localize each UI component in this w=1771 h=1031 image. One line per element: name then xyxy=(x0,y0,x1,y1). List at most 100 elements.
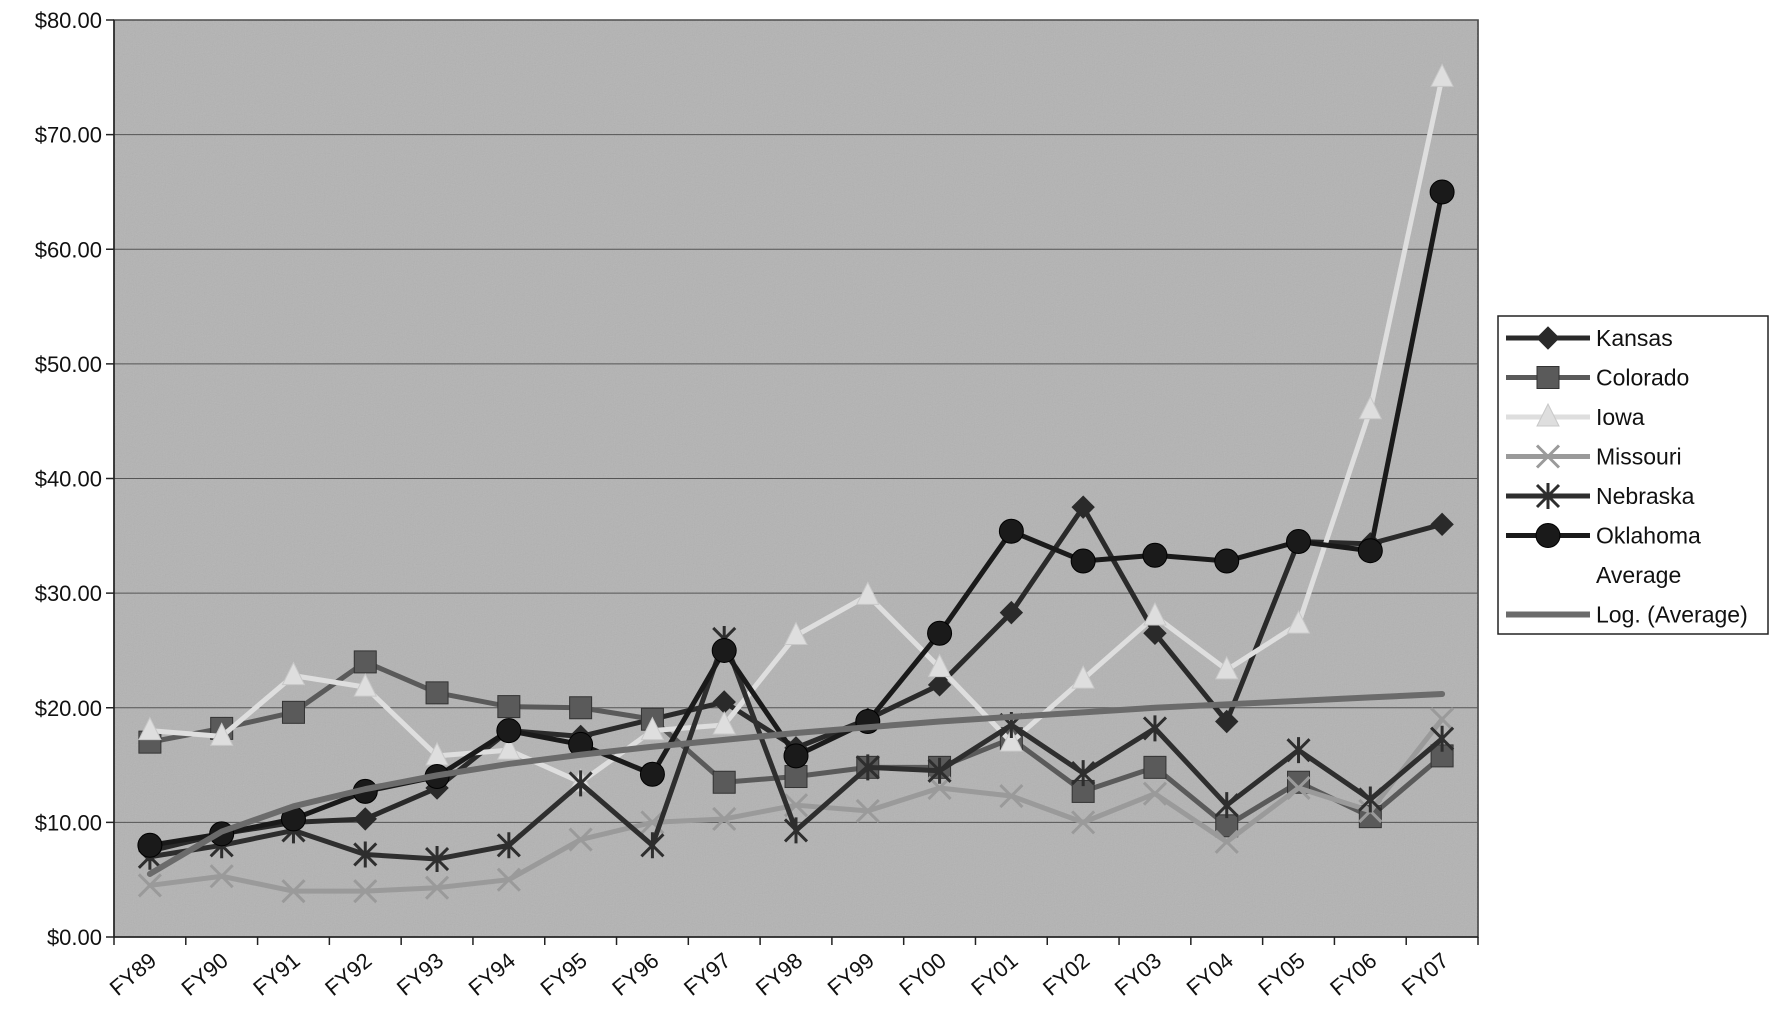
data-point xyxy=(1214,548,1240,574)
data-point xyxy=(1430,707,1455,732)
y-tick-label: $20.00 xyxy=(35,696,102,721)
data-point xyxy=(353,879,378,904)
data-point xyxy=(712,806,737,831)
data-point xyxy=(1358,395,1383,420)
legend-marker xyxy=(1535,523,1561,548)
data-point xyxy=(927,775,952,801)
data-point xyxy=(1214,655,1239,680)
legend-marker xyxy=(1535,483,1561,509)
data-point xyxy=(1430,725,1455,752)
legend-item: Missouri xyxy=(1506,444,1682,470)
data-point xyxy=(568,827,593,852)
data-point xyxy=(1358,786,1383,813)
data-point xyxy=(1286,609,1311,634)
legend-item: Kansas xyxy=(1506,325,1673,351)
x-tick-label: FY99 xyxy=(823,948,879,1001)
x-tick-label: FY01 xyxy=(966,948,1022,1001)
data-point xyxy=(711,637,737,663)
legend-label: Nebraska xyxy=(1596,483,1695,509)
series-nebraska xyxy=(137,625,1455,873)
y-tick-label: $10.00 xyxy=(35,810,102,835)
data-point xyxy=(209,864,234,889)
x-tick-label: FY91 xyxy=(248,948,304,1001)
data-point xyxy=(424,846,450,873)
data-point xyxy=(1071,495,1095,519)
x-tick-label: FY89 xyxy=(105,948,161,1001)
data-point xyxy=(1286,529,1312,555)
x-tick-label: FY05 xyxy=(1253,948,1309,1001)
y-tick-label: $40.00 xyxy=(35,467,102,492)
legend-marker xyxy=(1536,402,1560,427)
data-point xyxy=(998,518,1024,544)
legend-marker xyxy=(1536,366,1560,389)
x-tick-label: FY02 xyxy=(1038,948,1094,1001)
y-axis: $0.00 $10.00 $20.00 $30.00 $40.00 $50.00 $60.0… xyxy=(35,8,115,950)
x-tick-label: FY07 xyxy=(1397,948,1453,1001)
legend-item: Colorado xyxy=(1506,365,1689,391)
data-point xyxy=(999,600,1024,625)
data-point xyxy=(1142,542,1168,568)
data-point xyxy=(281,879,306,904)
data-point xyxy=(712,710,737,735)
y-tick-label: $30.00 xyxy=(35,581,102,606)
x-tick-label: FY00 xyxy=(894,948,950,1001)
legend-marker xyxy=(1536,326,1560,350)
data-point xyxy=(855,754,880,781)
data-point xyxy=(1430,512,1454,537)
data-point xyxy=(496,718,522,744)
x-tick-label: FY96 xyxy=(607,948,663,1001)
data-point xyxy=(640,832,665,859)
data-point xyxy=(281,700,305,724)
data-point xyxy=(1215,709,1239,734)
data-point xyxy=(353,807,377,831)
series-missouri xyxy=(137,707,1455,904)
legend-label: Log. (Average) xyxy=(1596,602,1748,628)
data-point xyxy=(999,783,1024,809)
y-tick-label: $0.00 xyxy=(47,925,102,950)
data-point xyxy=(425,681,449,705)
x-tick-label: FY06 xyxy=(1325,948,1381,1001)
data-point xyxy=(1070,548,1096,574)
legend-label: Missouri xyxy=(1596,444,1682,470)
y-tick-label: $50.00 xyxy=(35,352,102,377)
data-point xyxy=(855,798,880,823)
data-point xyxy=(497,695,521,719)
gridlines xyxy=(114,19,1478,823)
x-tick-label: FY93 xyxy=(392,948,448,1001)
legend-label: Iowa xyxy=(1596,404,1645,430)
legend-item: Nebraska xyxy=(1506,483,1695,509)
data-point xyxy=(1143,601,1167,626)
legend-item: Average xyxy=(1596,562,1681,588)
data-point xyxy=(1214,829,1239,854)
x-tick-label: FY04 xyxy=(1182,948,1238,1001)
data-point xyxy=(783,743,809,769)
data-point xyxy=(927,620,953,646)
data-point xyxy=(783,817,809,844)
data-point xyxy=(784,621,808,646)
data-point xyxy=(927,673,952,697)
data-point xyxy=(639,761,665,787)
data-point xyxy=(353,650,377,674)
trendline xyxy=(146,690,1446,877)
y-tick-label: $70.00 xyxy=(35,123,102,148)
data-point xyxy=(1286,737,1311,764)
data-point xyxy=(497,736,521,760)
data-point xyxy=(1142,715,1168,742)
data-point xyxy=(1143,755,1167,779)
data-point xyxy=(209,722,234,746)
x-axis: FY89 FY90 FY91 FY92 FY93 FY94 FY95 FY96 FY97 FY98… xyxy=(105,936,1479,1001)
x-tick-label: FY03 xyxy=(1110,948,1166,1001)
data-point xyxy=(784,765,808,789)
data-point xyxy=(927,757,952,784)
legend: Kansas Colorado Iowa Missouri Nebraska Oklaho… xyxy=(1497,315,1769,635)
y-tick-label: $60.00 xyxy=(35,237,102,262)
data-point xyxy=(496,867,521,892)
legend-label: Oklahoma xyxy=(1596,523,1701,549)
data-point xyxy=(1143,621,1167,645)
data-point xyxy=(1429,179,1455,205)
legend-item: Oklahoma xyxy=(1506,523,1701,549)
data-point xyxy=(138,716,162,741)
data-point xyxy=(1071,760,1096,787)
